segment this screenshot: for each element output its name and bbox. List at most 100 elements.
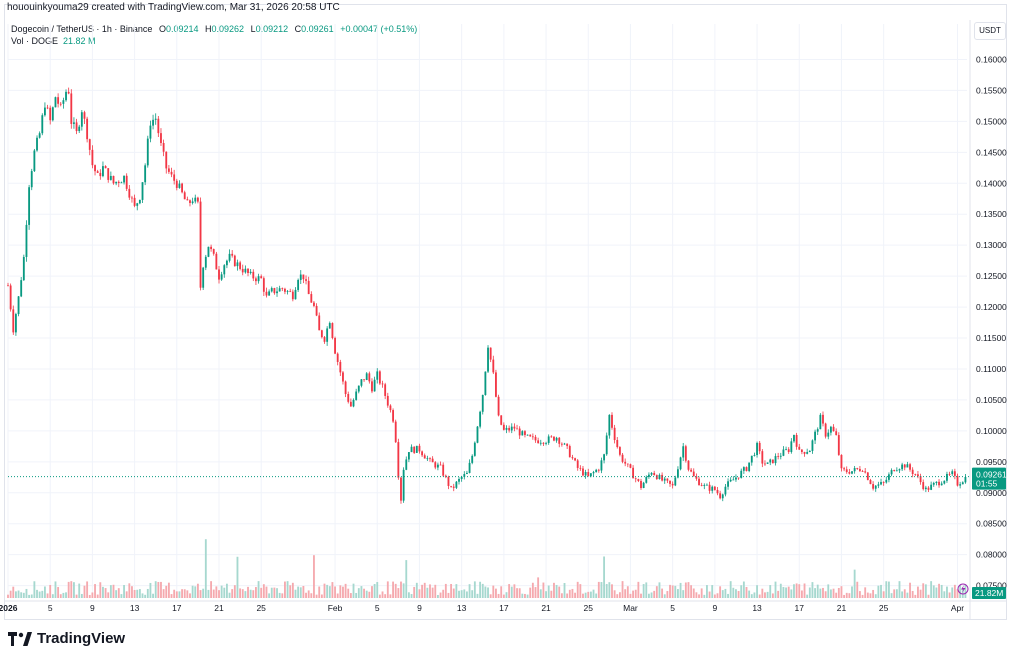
candle-body xyxy=(539,442,542,444)
volume-bar xyxy=(711,585,714,598)
candle-body xyxy=(67,91,70,94)
candle-body xyxy=(568,446,571,458)
candle-body xyxy=(91,149,94,166)
symbol-title[interactable]: Dogecoin / TetherUS · 1h · Binance xyxy=(11,24,153,34)
candle-body xyxy=(94,165,96,172)
volume-bar xyxy=(911,590,914,598)
volume-bar xyxy=(882,591,885,598)
candle-body xyxy=(431,458,434,463)
candle-body xyxy=(57,97,60,104)
volume-bar xyxy=(932,585,935,598)
volume-bar xyxy=(943,591,946,598)
volume-bar xyxy=(189,593,191,598)
volume-bar xyxy=(394,583,397,598)
candle-body xyxy=(291,291,294,300)
volume-bar xyxy=(94,584,96,598)
y-tick-label: 0.14000 xyxy=(976,178,1007,188)
candle-body xyxy=(558,437,561,444)
volume-bar xyxy=(618,592,621,598)
volume-bar xyxy=(827,584,830,598)
volume-bar xyxy=(645,582,648,598)
y-tick-label: 0.07500 xyxy=(976,581,1007,591)
candle-body xyxy=(30,171,33,188)
volume-bar xyxy=(576,581,579,598)
volume-bar xyxy=(706,585,708,598)
candle-body xyxy=(500,415,503,425)
volume-bar xyxy=(893,589,896,598)
volume-bar xyxy=(880,584,882,598)
volume-bar xyxy=(49,584,52,598)
candle-body xyxy=(521,431,524,436)
volume-label[interactable]: Vol · DOGE xyxy=(11,36,59,46)
volume-bar xyxy=(22,592,25,598)
volume-bar xyxy=(761,588,764,598)
candle-body xyxy=(640,480,642,489)
volume-bar xyxy=(352,583,355,598)
candle-body xyxy=(125,175,128,189)
volume-bar xyxy=(748,590,751,598)
candle-body xyxy=(513,426,516,429)
candle-body xyxy=(239,262,242,269)
volume-bar xyxy=(537,577,540,598)
volume-bar xyxy=(964,584,967,598)
candle-body xyxy=(371,381,373,392)
volume-bar xyxy=(334,586,336,598)
candle-body xyxy=(286,290,289,292)
volume-bar xyxy=(750,594,753,598)
volume-bar xyxy=(88,594,91,598)
candle-body xyxy=(284,288,286,292)
candle-body xyxy=(795,434,798,447)
candle-body xyxy=(800,449,803,453)
volume-bar xyxy=(497,593,500,598)
volume-bar xyxy=(347,588,350,598)
volume-bar xyxy=(484,586,487,598)
volume-bar xyxy=(434,584,437,598)
candle-body xyxy=(99,172,102,177)
candle-body xyxy=(328,323,331,329)
candle-body xyxy=(452,486,455,488)
candle-body xyxy=(421,451,424,456)
candle-body xyxy=(255,278,257,282)
candle-body xyxy=(510,426,513,431)
candle-body xyxy=(661,474,664,481)
volume-bar xyxy=(318,586,321,598)
volume-bar xyxy=(840,586,843,598)
x-tick-label: 13 xyxy=(752,603,762,613)
volume-bar xyxy=(357,588,360,598)
candle-body xyxy=(524,431,526,435)
candle-body xyxy=(946,473,948,481)
volume-bar xyxy=(450,583,453,598)
volume-bar xyxy=(737,591,740,598)
symbol-legend: Dogecoin / TetherUS · 1h · Binance O0.09… xyxy=(11,24,417,34)
volume-bar xyxy=(25,588,28,598)
candle-body xyxy=(268,291,271,296)
lightning-icon[interactable] xyxy=(957,583,969,595)
volume-bar xyxy=(898,581,901,598)
volume-bar xyxy=(289,585,292,598)
volume-bar xyxy=(845,592,848,598)
candle-body xyxy=(959,484,962,486)
volume-bar xyxy=(439,592,442,598)
candle-body xyxy=(545,442,547,444)
candle-body xyxy=(914,474,917,475)
candle-body xyxy=(123,175,125,183)
x-tick-label: 25 xyxy=(256,603,266,613)
x-tick-label: 21 xyxy=(541,603,551,613)
candle-body xyxy=(96,171,99,173)
candle-body xyxy=(244,268,247,273)
volume-bar xyxy=(286,581,289,598)
volume-bar xyxy=(542,582,545,598)
currency-button[interactable]: USDT xyxy=(974,22,1006,40)
volume-bar xyxy=(682,590,685,598)
volume-bar xyxy=(632,590,635,598)
volume-badge-value: 21.82M xyxy=(975,588,1003,598)
candle-body xyxy=(882,482,885,483)
volume-bar xyxy=(365,590,368,598)
candle-body xyxy=(737,477,740,479)
volume-bar xyxy=(888,581,890,598)
candle-body xyxy=(326,328,329,342)
candle-body xyxy=(608,414,611,436)
tradingview-logo[interactable]: TradingView xyxy=(8,630,125,647)
volume-bar xyxy=(476,593,479,598)
